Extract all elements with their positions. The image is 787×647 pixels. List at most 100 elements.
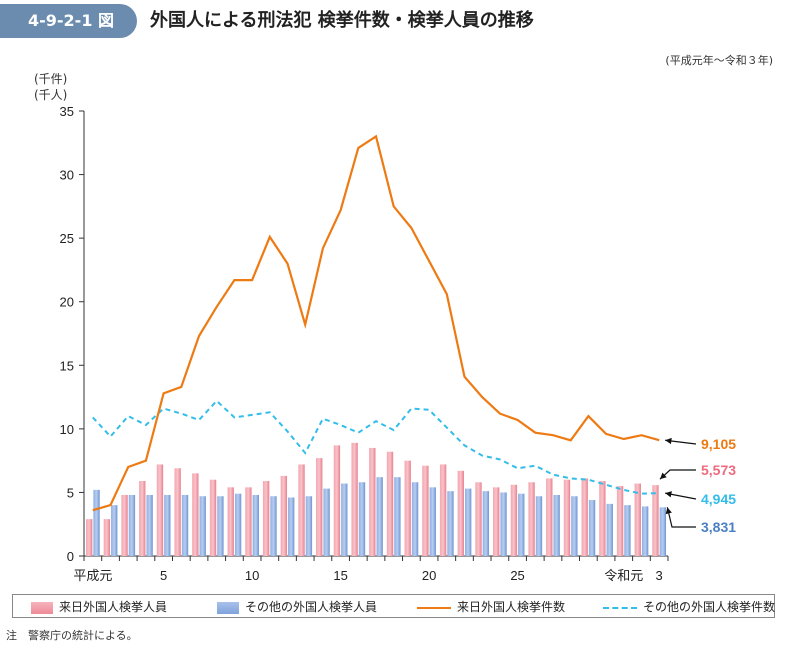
bar-others-persons (411, 482, 419, 556)
bar-others-persons (305, 496, 313, 556)
bar-arrivals-persons (85, 519, 93, 556)
footnote: 注 警察庁の統計による。 (6, 629, 138, 642)
bar-arrivals-persons (599, 480, 606, 556)
bar-others-persons (217, 496, 224, 556)
bar-others-persons (358, 482, 366, 556)
legend-label: 来日外国人検挙件数 (457, 600, 566, 614)
bar-arrivals-persons (139, 480, 146, 556)
bar-arrivals-persons (475, 482, 482, 556)
bar-arrivals-persons (616, 486, 624, 556)
bar-others-persons (624, 505, 631, 556)
bar-others-persons (429, 487, 436, 556)
y-tick-label: 30 (60, 168, 74, 183)
bar-arrivals-persons (493, 487, 500, 556)
bar-others-persons (482, 491, 490, 556)
bar-arrivals-persons (457, 470, 464, 556)
bar-others-persons (128, 494, 136, 556)
bar-arrivals-persons (103, 519, 111, 556)
bar-others-persons (164, 494, 171, 556)
bar-arrivals-persons (546, 478, 553, 556)
period-label: (平成元年～令和３年) (665, 54, 773, 67)
end-label-others-persons: 3,831 (701, 519, 736, 535)
y-tick-label: 35 (60, 104, 74, 119)
x-tick-label: 15 (333, 568, 347, 583)
legend-item-others-cases: その他の外国人検挙件数 (603, 599, 775, 615)
bar-others-persons (464, 488, 472, 556)
bar-others-persons (234, 493, 242, 556)
end-label-leader (666, 507, 696, 528)
bar-arrivals-persons (156, 464, 164, 556)
bar-arrivals-persons (209, 479, 217, 556)
bar-others-persons (323, 488, 330, 556)
bar-others-persons (93, 489, 100, 556)
y-tick-label: 20 (60, 295, 74, 310)
bar-others-persons (394, 477, 401, 556)
end-label-arrivals-cases: 9,105 (701, 436, 736, 452)
bar-others-persons (571, 496, 578, 556)
y-tick-label: 0 (67, 549, 74, 564)
figure-header: 4-9-2-1 図 外国人による刑法犯 検挙件数・検挙人員の推移 (0, 0, 787, 44)
bar-others-persons (252, 494, 259, 556)
line-arrivals-cases (92, 134, 660, 512)
x-tick-label: 20 (422, 568, 436, 583)
bar-others-persons (146, 494, 153, 556)
bar-arrivals-persons (563, 479, 571, 556)
chart-area: 0 5 10 15 20 25 30 35 平成元 5 10 15 20 25 令和元 3 9,105 5,573… (60, 104, 737, 583)
bar-others-persons (199, 496, 206, 556)
legend-swatch-arrivals-persons (31, 601, 53, 614)
y-unit-persons: (千人) (34, 88, 68, 102)
bar-others-persons (447, 491, 454, 556)
legend-item-arrivals-cases: 来日外国人検挙件数 (417, 599, 565, 615)
end-label-arrowhead (665, 491, 672, 498)
legend-item-arrivals-persons: 来日外国人検挙人員 (31, 599, 167, 615)
x-tick-label: 10 (245, 568, 259, 583)
bar-arrivals-persons (333, 445, 341, 556)
bar-arrivals-persons (404, 460, 411, 556)
y-tick-label: 5 (67, 485, 74, 500)
bar-arrivals-persons (652, 485, 659, 556)
end-label-arrowhead (659, 472, 667, 480)
x-tick-label: 平成元 (73, 568, 112, 583)
x-tick-label: 5 (160, 568, 167, 583)
legend-label: その他の外国人検挙件数 (643, 600, 776, 614)
end-label-arrowhead (665, 437, 672, 445)
bar-others-persons (588, 500, 596, 556)
bar-arrivals-persons (121, 494, 128, 556)
bar-arrivals-persons (386, 451, 394, 556)
bar-others-persons (641, 506, 649, 556)
end-label-arrowhead (665, 507, 672, 515)
bar-arrivals-persons (280, 475, 288, 556)
bar-arrivals-persons (192, 473, 199, 556)
x-tick-label: 令和元 (604, 568, 643, 583)
legend-swatch-others-cases (603, 606, 637, 609)
y-tick-label: 10 (60, 422, 74, 437)
bar-others-persons (535, 496, 543, 556)
x-tick-label: 3 (656, 568, 663, 583)
bar-others-persons (288, 497, 295, 556)
line-others-cases (92, 399, 660, 495)
end-label-arrivals-persons: 5,573 (701, 462, 736, 478)
legend-swatch-others-persons (217, 601, 239, 614)
end-label-leader (659, 469, 696, 480)
bar-arrivals-persons (528, 482, 535, 556)
bar-others-persons (270, 496, 277, 556)
bar-arrivals-persons (510, 484, 518, 556)
bar-arrivals-persons (316, 458, 323, 556)
bar-arrivals-persons (245, 487, 252, 556)
bar-arrivals-persons (439, 464, 447, 556)
bar-arrivals-persons (227, 487, 234, 556)
bar-others-persons (553, 494, 560, 556)
legend-label: その他の外国人検挙人員 (245, 600, 378, 614)
end-label-others-cases: 4,945 (701, 491, 736, 507)
legend: 来日外国人検挙人員 その他の外国人検挙人員 来日外国人検挙件数 その他の外国人検… (12, 594, 775, 618)
bar-others-persons (376, 477, 383, 556)
legend-item-others-persons: その他の外国人検挙人員 (217, 599, 377, 615)
figure-number-badge: 4-9-2-1 図 (0, 4, 137, 38)
bar-arrivals-persons (369, 447, 376, 556)
bar-arrivals-persons (174, 468, 181, 556)
legend-swatch-arrivals-cases (417, 606, 451, 609)
figure-title: 外国人による刑法犯 検挙件数・検挙人員の推移 (150, 10, 534, 31)
bar-arrivals-persons (298, 464, 305, 556)
bar-arrivals-persons (581, 478, 588, 556)
bar-arrivals-persons (351, 442, 358, 556)
